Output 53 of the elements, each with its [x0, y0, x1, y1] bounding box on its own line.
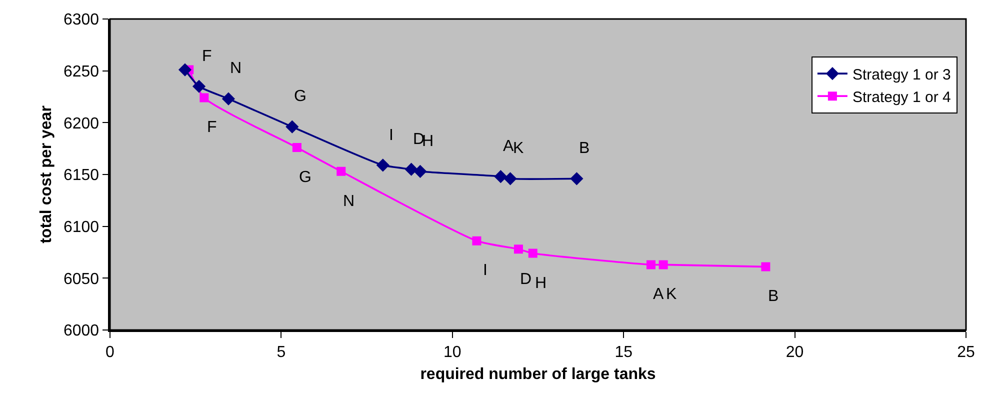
point: [336, 166, 346, 176]
point: [658, 260, 668, 270]
annotation: I: [389, 127, 394, 144]
annotation: D: [520, 271, 532, 288]
point: [570, 172, 584, 185]
x-tick-label: 20: [786, 344, 804, 361]
point: [646, 260, 656, 270]
point: [200, 93, 209, 102]
x-tick-label: 0: [106, 344, 115, 361]
annotation: F: [202, 48, 212, 65]
point: [528, 248, 538, 258]
y-tick-label: 6000: [63, 322, 100, 340]
point: [404, 162, 418, 176]
annotation: G: [294, 88, 306, 105]
point: [376, 158, 390, 172]
annotation: B: [579, 140, 590, 157]
y-axis-title: total cost per year: [38, 106, 55, 244]
point: [286, 120, 299, 134]
point: [504, 172, 517, 185]
point: [494, 170, 508, 183]
annotation: F: [207, 119, 217, 136]
annotation: H: [422, 133, 434, 150]
annotation: H: [535, 275, 547, 292]
annotation: K: [666, 286, 677, 303]
point: [192, 80, 206, 93]
y-tick-label: 6100: [63, 218, 100, 236]
legend-label: Strategy 1 or 3: [852, 66, 951, 84]
point: [761, 262, 770, 272]
legend-label: Strategy 1 or 4: [852, 88, 951, 106]
point: [472, 236, 482, 246]
y-tick-label: 6300: [63, 12, 100, 29]
annotation: A: [653, 286, 664, 303]
y-tick-label: 6200: [63, 115, 100, 132]
annotation: N: [230, 60, 242, 77]
point: [292, 143, 302, 152]
point: [414, 165, 427, 178]
annotation: N: [343, 193, 355, 210]
annotation: A: [503, 138, 514, 155]
annotation: K: [513, 140, 524, 157]
x-tick-label: 10: [444, 344, 462, 361]
point: [178, 63, 192, 76]
y-tick-label: 6250: [63, 63, 100, 80]
annotation: I: [483, 262, 488, 279]
x-tick-label: 25: [957, 344, 975, 361]
point: [514, 244, 523, 254]
point: [222, 92, 235, 106]
x-tick-label: 5: [276, 344, 286, 361]
x-axis-title: required number of large tanks: [420, 366, 656, 384]
y-tick-label: 6150: [63, 167, 100, 184]
annotation: B: [768, 288, 779, 305]
annotation: G: [299, 169, 312, 186]
x-tick-label: 15: [614, 344, 633, 361]
y-tick-label: 6050: [63, 270, 100, 288]
